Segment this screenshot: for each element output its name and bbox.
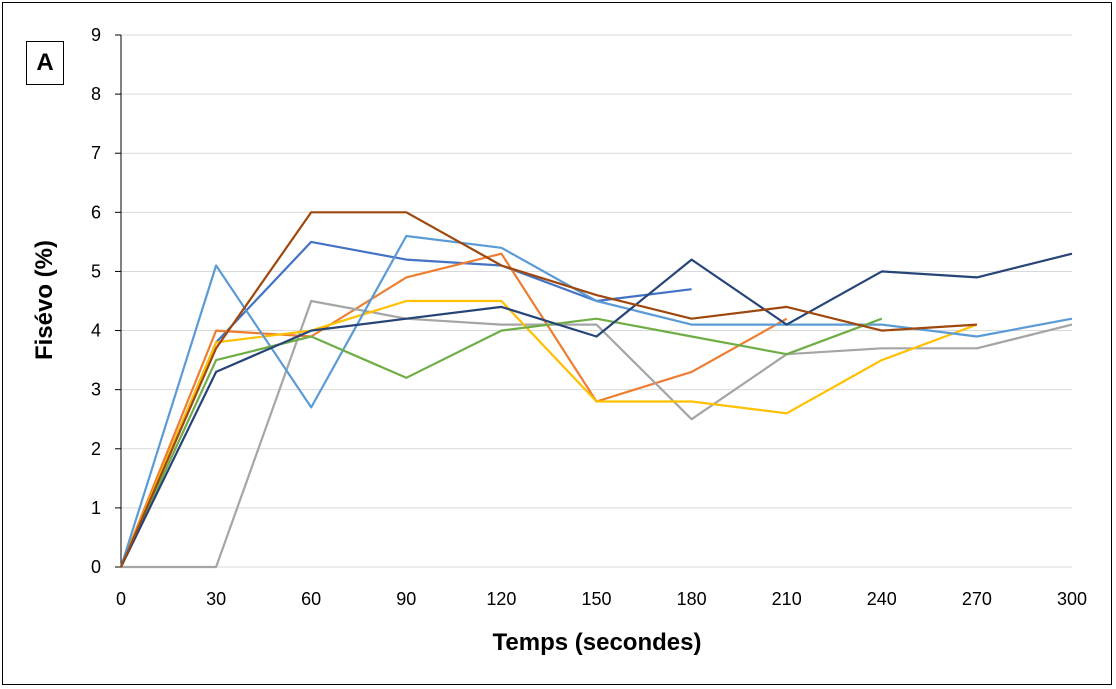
y-axis-title: Fisévo (%) <box>31 240 58 360</box>
series-line-7 <box>120 252 1073 568</box>
y-tick-label: 7 <box>91 143 101 163</box>
y-tick-label: 5 <box>91 261 101 281</box>
gridlines <box>121 34 1072 509</box>
x-tick-label: 240 <box>867 589 897 609</box>
x-tick-label: 0 <box>116 589 126 609</box>
y-tick-label: 3 <box>91 380 101 400</box>
y-tick-label: 6 <box>91 202 101 222</box>
x-axis-title: Temps (secondes) <box>493 629 702 656</box>
y-tick-label: 1 <box>91 498 101 518</box>
y-tick-label: 9 <box>91 25 101 45</box>
series-group <box>119 211 1073 569</box>
panel-label: A <box>26 41 64 85</box>
x-tick-label: 90 <box>396 589 416 609</box>
x-tick-label: 30 <box>206 589 226 609</box>
y-tick-label: 4 <box>91 321 101 341</box>
y-tick-label: 2 <box>91 439 101 459</box>
x-tick-label: 180 <box>677 589 707 609</box>
x-tick-label: 210 <box>772 589 802 609</box>
x-tick-label: 150 <box>581 589 611 609</box>
series-line-8 <box>119 211 977 568</box>
x-tick-label: 120 <box>486 589 516 609</box>
y-tick-label: 8 <box>91 84 101 104</box>
series-line-6 <box>120 317 883 568</box>
x-tick-label: 270 <box>962 589 992 609</box>
axes <box>115 34 1072 568</box>
series-line-1 <box>119 240 692 568</box>
series-line-2 <box>119 252 788 568</box>
x-tick-label: 300 <box>1057 589 1087 609</box>
x-tick-label: 60 <box>301 589 321 609</box>
y-tick-label: 0 <box>91 557 101 577</box>
series-line-3 <box>121 299 1073 569</box>
series-line-4 <box>119 299 978 568</box>
